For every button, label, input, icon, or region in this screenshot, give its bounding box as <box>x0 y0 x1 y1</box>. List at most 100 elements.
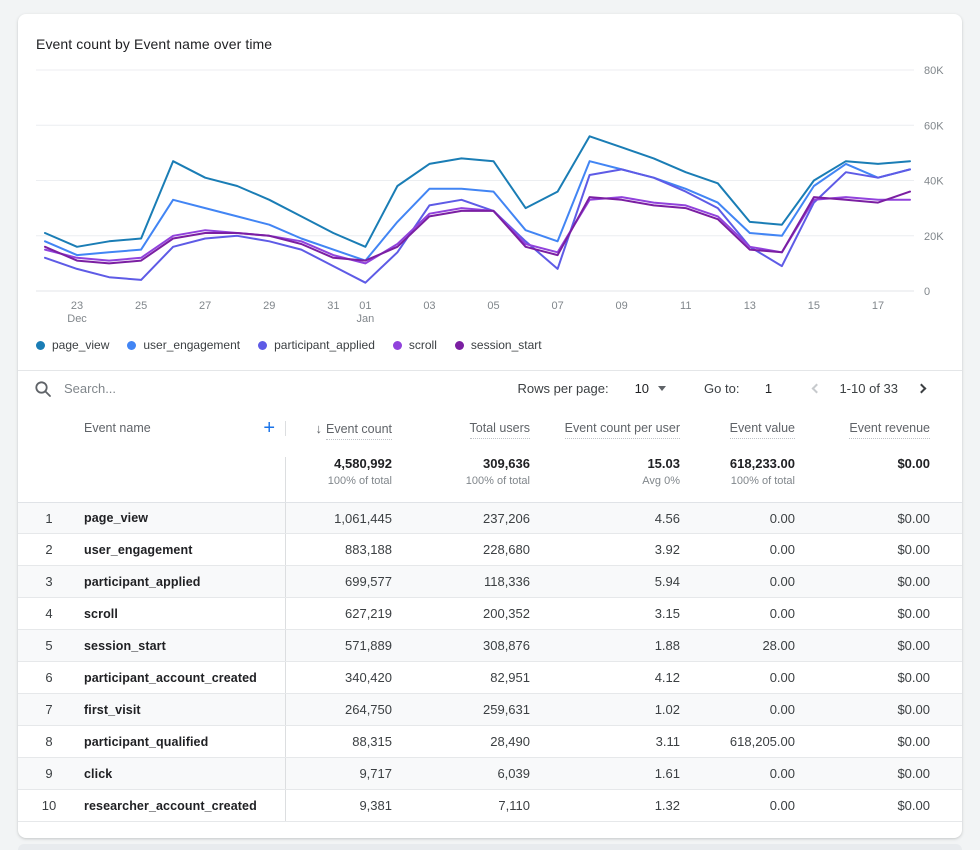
legend-label: page_view <box>52 338 109 352</box>
header-event-revenue[interactable]: Event revenue <box>795 421 930 435</box>
total-users-cell: 308,876 <box>392 638 530 653</box>
legend-item-session_start: session_start <box>455 338 542 352</box>
next-page-button[interactable] <box>910 378 932 400</box>
event-revenue-cell: $0.00 <box>795 638 930 653</box>
row-index-cell: 9 <box>18 766 66 781</box>
event-count-per-user-cell: 1.32 <box>530 798 680 813</box>
y-axis-label: 20K <box>924 231 944 243</box>
table-row: 6participant_account_created340,42082,95… <box>18 662 962 694</box>
x-axis-label: 29 <box>263 300 275 312</box>
table-header-row: Event name + ↓Event count Total users Ev… <box>18 406 962 450</box>
table-row: 2user_engagement883,188228,6803.920.00$0… <box>18 534 962 566</box>
event-count-cell: 9,717 <box>285 758 392 789</box>
event-name-cell: session_start <box>66 639 285 653</box>
y-axis-label: 40K <box>924 176 944 188</box>
event-count-cell: 88,315 <box>285 726 392 757</box>
row-index-cell: 1 <box>18 511 66 526</box>
row-index-cell: 8 <box>18 734 66 749</box>
legend-label: user_engagement <box>143 338 240 352</box>
event-revenue-cell: $0.00 <box>795 798 930 813</box>
event-count-value: 264,750 <box>286 702 392 717</box>
y-axis-label: 60K <box>924 120 944 132</box>
event-value-cell: 0.00 <box>680 798 795 813</box>
event-count-value: 340,420 <box>286 670 392 685</box>
rows-per-page-value: 10 <box>635 381 649 396</box>
total-users-cell: 7,110 <box>392 798 530 813</box>
next-card-top <box>18 844 962 850</box>
event-count-value: 9,717 <box>286 766 392 781</box>
header-event-count-per-user[interactable]: Event count per user <box>530 421 680 435</box>
event-count-cell: 9,381 <box>285 790 392 821</box>
total-users-cell: 200,352 <box>392 606 530 621</box>
legend-item-page_view: page_view <box>36 338 109 352</box>
total-users-cell: 259,631 <box>392 702 530 717</box>
legend-label: session_start <box>471 338 542 352</box>
x-axis-label: 03 <box>423 300 435 312</box>
legend-dot-icon <box>455 341 464 350</box>
legend-dot-icon <box>127 341 136 350</box>
pagination-range: 1-10 of 33 <box>839 381 898 396</box>
chart-legend: page_viewuser_engagementparticipant_appl… <box>36 338 542 352</box>
x-axis-label: 07 <box>551 300 563 312</box>
event-value-cell: 618,205.00 <box>680 734 795 749</box>
event-name-cell: researcher_account_created <box>66 799 285 813</box>
event-revenue-cell: $0.00 <box>795 734 930 749</box>
event-count-cell: 1,061,445 <box>285 503 392 533</box>
total-users-cell: 118,336 <box>392 574 530 589</box>
table-row: 9click9,7176,0391.610.00$0.00 <box>18 758 962 790</box>
legend-item-scroll: scroll <box>393 338 437 352</box>
header-total-users[interactable]: Total users <box>392 421 530 435</box>
page-background: Event count by Event name over time 020K… <box>0 0 980 850</box>
events-over-time-card: Event count by Event name over time 020K… <box>18 14 962 838</box>
event-value-cell: 0.00 <box>680 574 795 589</box>
line-chart-svg: 020K40K60K80K23Dec2527293101Jan030507091… <box>18 58 962 326</box>
table-row: 7first_visit264,750259,6311.020.00$0.00 <box>18 694 962 726</box>
table-row: 10researcher_account_created9,3817,1101.… <box>18 790 962 822</box>
header-event-count[interactable]: ↓Event count <box>285 421 392 436</box>
event-revenue-cell: $0.00 <box>795 766 930 781</box>
event-count-cell: 264,750 <box>285 694 392 725</box>
rows-per-page-select[interactable]: 10 <box>635 381 666 396</box>
totals-event-value: 618,233.00 100% of total <box>680 457 795 502</box>
events-table: Event name + ↓Event count Total users Ev… <box>18 406 962 822</box>
event-revenue-cell: $0.00 <box>795 511 930 526</box>
rows-per-page-label: Rows per page: <box>518 381 609 396</box>
header-event-name[interactable]: Event name + <box>66 418 285 438</box>
total-users-cell: 82,951 <box>392 670 530 685</box>
totals-total-users: 309,636 100% of total <box>392 457 530 502</box>
goto-page-input[interactable]: 1 <box>761 381 775 396</box>
legend-item-user_engagement: user_engagement <box>127 338 240 352</box>
row-index-cell: 6 <box>18 670 66 685</box>
pagination-controls: Rows per page: 10 Go to: 1 1-10 of 33 <box>518 378 933 400</box>
row-index-cell: 2 <box>18 542 66 557</box>
event-count-per-user-cell: 4.12 <box>530 670 680 685</box>
dropdown-arrow-icon <box>658 386 666 391</box>
event-count-per-user-cell: 3.11 <box>530 734 680 749</box>
previous-page-button[interactable] <box>805 378 827 400</box>
add-dimension-button[interactable]: + <box>263 418 275 438</box>
event-count-value: 883,188 <box>286 542 392 557</box>
event-value-cell: 0.00 <box>680 606 795 621</box>
event-count-value: 627,219 <box>286 606 392 621</box>
row-index-cell: 10 <box>18 798 66 813</box>
table-row: 3participant_applied699,577118,3365.940.… <box>18 566 962 598</box>
x-axis-sublabel: Jan <box>356 313 374 325</box>
search-input[interactable] <box>64 381 364 396</box>
event-count-per-user-cell: 1.61 <box>530 766 680 781</box>
totals-event-count-per-user: 15.03 Avg 0% <box>530 457 680 502</box>
series-line-participant_applied <box>45 169 910 282</box>
header-event-value[interactable]: Event value <box>680 421 795 435</box>
event-count-per-user-cell: 3.15 <box>530 606 680 621</box>
event-revenue-cell: $0.00 <box>795 606 930 621</box>
table-row: 4scroll627,219200,3523.150.00$0.00 <box>18 598 962 630</box>
table-row: 5session_start571,889308,8761.8828.00$0.… <box>18 630 962 662</box>
row-index-cell: 3 <box>18 574 66 589</box>
event-count-cell: 699,577 <box>285 566 392 597</box>
series-line-session_start <box>45 192 910 264</box>
table-row: 1page_view1,061,445237,2064.560.00$0.00 <box>18 502 962 534</box>
total-users-cell: 237,206 <box>392 511 530 526</box>
event-count-per-user-cell: 4.56 <box>530 511 680 526</box>
event-revenue-cell: $0.00 <box>795 670 930 685</box>
totals-event-revenue: $0.00 <box>795 457 930 502</box>
event-count-cell: 340,420 <box>285 662 392 693</box>
